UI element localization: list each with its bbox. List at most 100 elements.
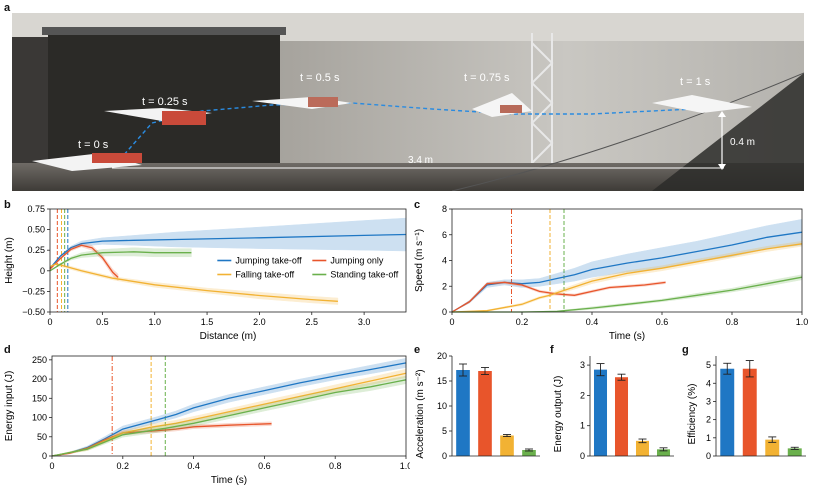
ytick-label-e-3: 15: [437, 376, 447, 386]
xtick-label-c-4: 0.8: [726, 317, 739, 327]
xtick-label-c-0: 0: [449, 317, 454, 327]
series-line-b-2: [49, 263, 338, 302]
chart-d-energy-vs-time: 0 0.2 0.4 0.6 0.8 1.0 0 50 100 150 200 250 Time (s) E…: [4, 355, 410, 486]
bar-f-1: [614, 377, 629, 456]
ytick-label-g-4: 4: [706, 378, 711, 388]
xtick-label-d-3: 0.6: [258, 461, 271, 471]
ytick-label-b-1: −0.25: [22, 286, 45, 296]
xtick-label-d-4: 0.8: [329, 461, 342, 471]
series-line-c-2: [451, 243, 803, 313]
ytick-label-e-4: 20: [437, 351, 447, 361]
ylabel-e: Acceleration (m s⁻²): [415, 369, 426, 458]
ytick-label-d-3: 150: [32, 393, 47, 403]
xtick-label-d-2: 0.4: [187, 461, 200, 471]
trajectory-line: [114, 102, 725, 166]
flight-sequence-photo: t = 0 s t = 0.25 s t = 0.5 s t = 0.75 s …: [12, 13, 804, 191]
xtick-label-d-1: 0.2: [117, 461, 130, 471]
legend-label-2: Falling take-off: [235, 270, 294, 280]
ytick-label-c-3: 6: [442, 230, 447, 240]
height-label: 0.4 m: [730, 137, 755, 148]
bar-f-0: [593, 369, 608, 456]
ylabel-b: Height (m): [4, 237, 15, 284]
ytick-label-g-0: 0: [706, 451, 711, 461]
bar-g-2: [765, 439, 780, 456]
distance-label: 3.4 m: [408, 155, 433, 166]
bar-g-1: [742, 368, 757, 456]
bar-e-3: [522, 450, 536, 456]
xtick-label-d-5: 1.0: [400, 461, 410, 471]
panel-letter-g: g: [682, 344, 689, 356]
bar-f-3: [656, 449, 671, 456]
xlabel-b: Distance (m): [200, 331, 257, 342]
chart-c-speed-vs-time: 0 0.2 0.4 0.6 0.8 1.0 0 2 4 6 8 Time (s) Speed (m s⁻…: [414, 204, 809, 342]
panel-letter-c: c: [414, 199, 421, 211]
xtick-label-b-4: 2.0: [253, 317, 266, 327]
legend-label-3: Standing take-off: [330, 270, 398, 280]
legend-label-1: Jumping only: [330, 256, 384, 266]
ylabel-g: Efficiency (%): [687, 384, 698, 445]
xtick-label-d-0: 0: [49, 461, 54, 471]
bar-g-0: [720, 368, 735, 456]
ytick-label-c-4: 8: [442, 204, 447, 214]
ytick-label-d-0: 0: [42, 451, 47, 461]
series-line-d-3: [51, 379, 407, 457]
panel-letter-d: d: [4, 344, 11, 356]
plane-t0: [32, 153, 142, 171]
xtick-label-b-2: 1.0: [148, 317, 161, 327]
series-line-b-3: [49, 251, 192, 272]
xtick-label-b-0: 0: [47, 317, 52, 327]
xtick-label-c-1: 0.2: [516, 317, 529, 327]
xtick-label-c-2: 0.4: [586, 317, 599, 327]
xlabel-d: Time (s): [211, 475, 247, 486]
panel-letter-a: a: [4, 2, 11, 14]
ytick-label-b-5: 0.75: [27, 204, 45, 214]
chart-f-energy-output: 0 1 2 3 Energy output (J): [553, 356, 674, 461]
series-band-c-1: [451, 280, 666, 313]
time-label-1: t = 0.25 s: [142, 96, 188, 108]
xtick-label-b-3: 1.5: [201, 317, 214, 327]
ytick-label-d-1: 50: [37, 432, 47, 442]
ytick-label-g-3: 3: [706, 396, 711, 406]
ylabel-d: Energy input (J): [4, 371, 15, 442]
plane-t05: [252, 97, 352, 109]
series-line-b-0: [49, 233, 407, 269]
ytick-label-g-1: 1: [706, 433, 711, 443]
plane-t1: [652, 95, 752, 113]
ytick-label-f-3: 3: [580, 360, 585, 370]
series-line-d-0: [51, 362, 407, 457]
axes-frame-d: [51, 355, 407, 457]
xtick-label-b-6: 3.0: [358, 317, 371, 327]
plane-t075: [472, 93, 532, 117]
safety-net: [652, 73, 804, 191]
time-label-0: t = 0 s: [78, 139, 109, 151]
series-line-d-2: [51, 372, 407, 457]
ytick-label-c-1: 2: [442, 281, 447, 291]
plane-t025: [104, 108, 212, 125]
chart-b-height-vs-distance: 0 0.5 1.0 1.5 2.0 2.5 3.0 −0.50 −0.25 0 0.25 0.50 0.…: [4, 204, 407, 342]
panel-letter-b: b: [4, 199, 11, 211]
ytick-label-b-4: 0.50: [27, 225, 45, 235]
ylabel-f: Energy output (J): [553, 376, 564, 453]
bar-g-3: [787, 448, 802, 456]
ytick-label-g-2: 2: [706, 415, 711, 425]
xtick-label-c-3: 0.6: [656, 317, 669, 327]
ytick-label-c-0: 0: [442, 307, 447, 317]
legend-label-0: Jumping take-off: [235, 256, 302, 266]
time-label-3: t = 0.75 s: [464, 72, 510, 84]
time-label-2: t = 0.5 s: [300, 72, 340, 84]
ytick-label-e-1: 5: [442, 426, 447, 436]
series-band-c-0: [451, 219, 803, 313]
ytick-label-d-5: 250: [32, 355, 47, 365]
ytick-label-f-0: 0: [580, 451, 585, 461]
ytick-label-d-2: 100: [32, 413, 47, 423]
ytick-label-b-2: 0: [40, 266, 45, 276]
xtick-label-c-5: 1.0: [796, 317, 809, 327]
ytick-label-e-0: 0: [442, 451, 447, 461]
ytick-label-f-2: 2: [580, 390, 585, 400]
xlabel-c: Time (s): [609, 331, 645, 342]
ytick-label-c-2: 4: [442, 256, 447, 266]
ytick-label-g-5: 5: [706, 360, 711, 370]
axes-frame-b: [49, 208, 407, 313]
ytick-label-f-1: 1: [580, 421, 585, 431]
ytick-label-e-2: 10: [437, 401, 447, 411]
